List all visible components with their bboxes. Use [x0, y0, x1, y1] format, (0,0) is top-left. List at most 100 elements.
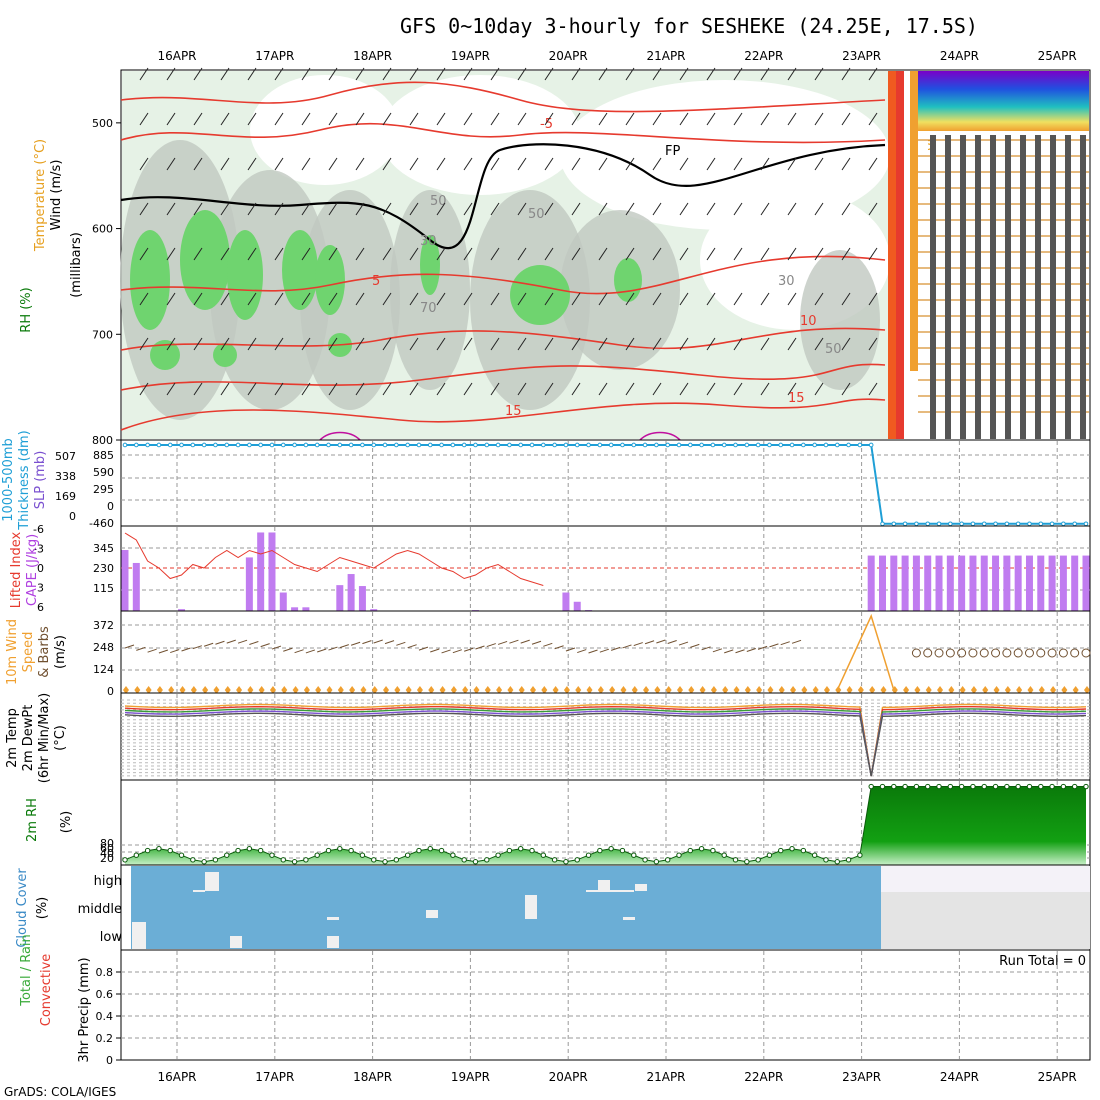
- wind-barb: [760, 382, 770, 396]
- grads-credit: GrADS: COLA/IGES: [4, 1085, 116, 1099]
- wind-speed-marker: [552, 686, 559, 694]
- wind-speed-marker: [224, 686, 231, 694]
- dry-region: [380, 75, 580, 195]
- wind-speed-marker: [801, 686, 808, 694]
- wind-speed-marker: [213, 686, 220, 694]
- wind-barb: [247, 382, 257, 396]
- wind-barb: [328, 337, 338, 351]
- wind-barb: [220, 67, 230, 81]
- rh-unit: (%): [59, 811, 74, 834]
- rh-point: [947, 783, 954, 790]
- wind-barb: [463, 202, 473, 216]
- wind-speed-marker: [541, 686, 548, 694]
- wind-barb: [787, 67, 797, 81]
- wind-speed-marker: [383, 686, 390, 694]
- cape-bar: [121, 550, 129, 611]
- rh-green-region: [315, 245, 345, 315]
- wind-speed-marker: [903, 686, 910, 694]
- wind-barb: [652, 112, 662, 126]
- wind-barb: [193, 292, 203, 306]
- wind-barb: [760, 157, 770, 171]
- contour-label: 50: [430, 194, 447, 209]
- wind-speed-marker: [631, 686, 638, 694]
- wind-speed-marker: [496, 686, 503, 694]
- thickness-point: [654, 442, 659, 448]
- axis-label: (millibars): [69, 232, 84, 298]
- y-tick-label: 40: [100, 847, 114, 860]
- wind-barb: [382, 157, 392, 171]
- rh-point: [619, 847, 626, 854]
- wind-barb: [247, 337, 257, 351]
- thickness-point: [1049, 521, 1055, 527]
- thickness-point: [348, 442, 354, 448]
- wind-barb: [780, 641, 790, 646]
- calm-circle: [1070, 648, 1080, 658]
- cape-bar: [1003, 555, 1011, 611]
- thickness-point: [902, 521, 908, 527]
- wind-barb: [193, 382, 203, 396]
- thickness-point: [767, 442, 772, 448]
- wind-barb: [679, 337, 689, 351]
- wind-speed-marker: [292, 686, 299, 694]
- wind-speed-marker: [665, 686, 672, 694]
- rh-point: [450, 852, 456, 858]
- thickness-point: [925, 521, 931, 527]
- rh-point: [144, 847, 151, 854]
- cloud-gap: [205, 872, 219, 891]
- wind-barb: [733, 382, 743, 396]
- y-tick-label-left: 169: [55, 490, 76, 503]
- contour-label: FP: [665, 144, 680, 159]
- wind-barb: [274, 247, 284, 261]
- y-tick-label: 80: [100, 837, 114, 850]
- thickness-point: [552, 442, 557, 448]
- cape-bar: [257, 532, 265, 611]
- wind-speed-marker: [1016, 686, 1023, 694]
- wind-barb: [490, 382, 500, 396]
- wind-barb: [136, 646, 146, 651]
- wind-barb: [247, 292, 257, 306]
- wind-barb: [226, 639, 236, 644]
- rh-green-region: [510, 265, 570, 325]
- rh-point: [472, 859, 479, 865]
- thickness-point: [755, 442, 761, 448]
- wind-speed-marker: [790, 686, 797, 694]
- wind-barb: [599, 648, 610, 653]
- wind-barb: [436, 202, 446, 216]
- wind-speed-marker: [462, 686, 469, 694]
- rh-point: [325, 847, 332, 854]
- rh-point: [879, 783, 886, 790]
- axis-label: 10m Wind: [5, 619, 20, 685]
- temp-line: [124, 712, 1087, 777]
- cloud-gap: [525, 895, 537, 919]
- wind-barb: [464, 647, 474, 652]
- wind-barb: [679, 292, 689, 306]
- wind-barb: [220, 112, 230, 126]
- wind-barb: [814, 157, 824, 171]
- wind-barb: [301, 67, 311, 81]
- rh-point: [427, 845, 433, 852]
- wind-barb: [463, 112, 473, 126]
- rh-point: [484, 857, 490, 863]
- wind-barb: [158, 649, 169, 654]
- contour-label: 30: [778, 274, 795, 289]
- y-tick-label: 60: [100, 842, 114, 855]
- thickness-point: [936, 521, 942, 527]
- wind-barb: [760, 247, 770, 261]
- contour-label: 30: [420, 234, 437, 249]
- cloud-panel: high middle low Cloud Cover (%): [15, 864, 1091, 951]
- cape-bar: [1071, 555, 1079, 611]
- wind-barb: [409, 292, 419, 306]
- wind-speed-marker: [993, 686, 1000, 694]
- wind-barb: [733, 247, 743, 261]
- wind-barb: [193, 202, 203, 216]
- thickness-point: [337, 442, 343, 448]
- wind-barb: [274, 292, 284, 306]
- cape-bar: [268, 532, 276, 611]
- hatch-column: [1020, 135, 1026, 439]
- cloud-high-band: [881, 866, 1090, 892]
- wind-barb: [193, 157, 203, 171]
- wind-barb: [760, 292, 770, 306]
- wind-barb: [571, 292, 581, 306]
- thickness-point: [857, 442, 863, 448]
- rh-point: [359, 852, 366, 858]
